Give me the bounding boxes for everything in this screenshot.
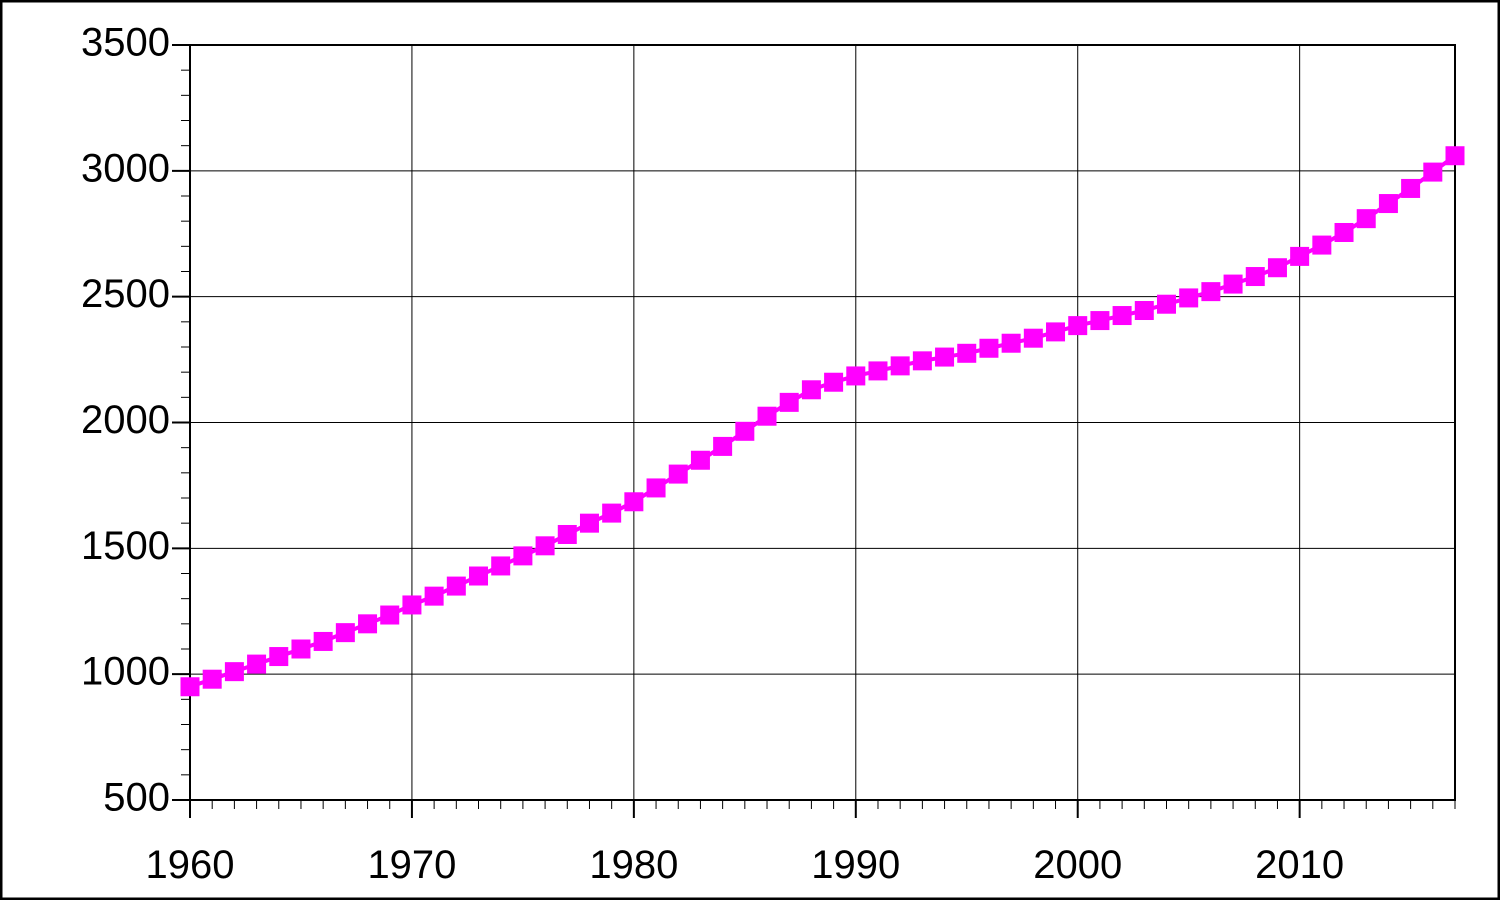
- series-marker: [780, 393, 798, 411]
- series-marker: [1446, 147, 1464, 165]
- series-marker: [1157, 295, 1175, 313]
- series-marker: [669, 465, 687, 483]
- x-tick-label: 1960: [146, 843, 235, 887]
- chart-frame: 1960 1970 1980 1990 2000 2010 500 1000 1500 2000 2…: [0, 0, 1500, 900]
- series-marker: [1113, 307, 1131, 325]
- series-marker: [1047, 323, 1065, 341]
- series-marker: [181, 678, 199, 696]
- series-marker: [292, 640, 310, 658]
- series-marker: [558, 525, 576, 543]
- series-marker: [736, 422, 754, 440]
- series-marker: [625, 493, 643, 511]
- series-marker: [492, 557, 510, 575]
- series-marker: [936, 348, 954, 366]
- series-marker: [1202, 283, 1220, 301]
- series-marker: [869, 362, 887, 380]
- series-marker: [603, 504, 621, 522]
- series-marker: [1357, 210, 1375, 228]
- x-tick-label: 2000: [1033, 843, 1122, 887]
- x-tick-label: 1990: [811, 843, 900, 887]
- series-marker: [536, 537, 554, 555]
- y-tick-label: 1000: [81, 650, 170, 694]
- series-marker: [847, 367, 865, 385]
- series-marker: [758, 407, 776, 425]
- x-tick-label: 1980: [589, 843, 678, 887]
- series-marker: [1002, 334, 1020, 352]
- series-marker: [1291, 247, 1309, 265]
- series-marker: [381, 606, 399, 624]
- y-tick-label: 3500: [81, 21, 170, 65]
- series-marker: [891, 357, 909, 375]
- timeseries-chart: 1960 1970 1980 1990 2000 2010 500 1000 1500 2000 2…: [0, 0, 1500, 900]
- series-marker: [802, 381, 820, 399]
- series-marker: [1091, 312, 1109, 330]
- y-tick-label: 3000: [81, 146, 170, 190]
- series-marker: [1246, 268, 1264, 286]
- series-marker: [1335, 223, 1353, 241]
- x-tick-label: 1970: [367, 843, 456, 887]
- series-marker: [514, 547, 532, 565]
- series-marker: [1313, 236, 1331, 254]
- series-marker: [314, 632, 332, 650]
- series-marker: [225, 663, 243, 681]
- series-marker: [1268, 259, 1286, 277]
- series-marker: [980, 339, 998, 357]
- series-marker: [1024, 329, 1042, 347]
- series-marker: [1224, 275, 1242, 293]
- series-marker: [1180, 289, 1198, 307]
- series-marker: [203, 670, 221, 688]
- series-marker: [336, 624, 354, 642]
- series-marker: [913, 352, 931, 370]
- series-marker: [1069, 317, 1087, 335]
- series-marker: [359, 615, 377, 633]
- series-marker: [248, 655, 266, 673]
- series-marker: [1402, 179, 1420, 197]
- y-tick-label: 500: [103, 776, 170, 820]
- series-marker: [958, 344, 976, 362]
- series-marker: [1135, 302, 1153, 320]
- series-marker: [647, 479, 665, 497]
- series-marker: [270, 648, 288, 666]
- x-tick-label: 2010: [1255, 843, 1344, 887]
- y-tick-label: 2000: [81, 398, 170, 442]
- y-tick-label: 2500: [81, 272, 170, 316]
- series-marker: [580, 514, 598, 532]
- series-marker: [691, 451, 709, 469]
- series-marker: [425, 587, 443, 605]
- series-marker: [403, 596, 421, 614]
- series-marker: [447, 577, 465, 595]
- y-tick-label: 1500: [81, 524, 170, 568]
- series-marker: [1424, 163, 1442, 181]
- series-marker: [470, 567, 488, 585]
- series-marker: [714, 437, 732, 455]
- series-marker: [825, 373, 843, 391]
- series-marker: [1379, 195, 1397, 213]
